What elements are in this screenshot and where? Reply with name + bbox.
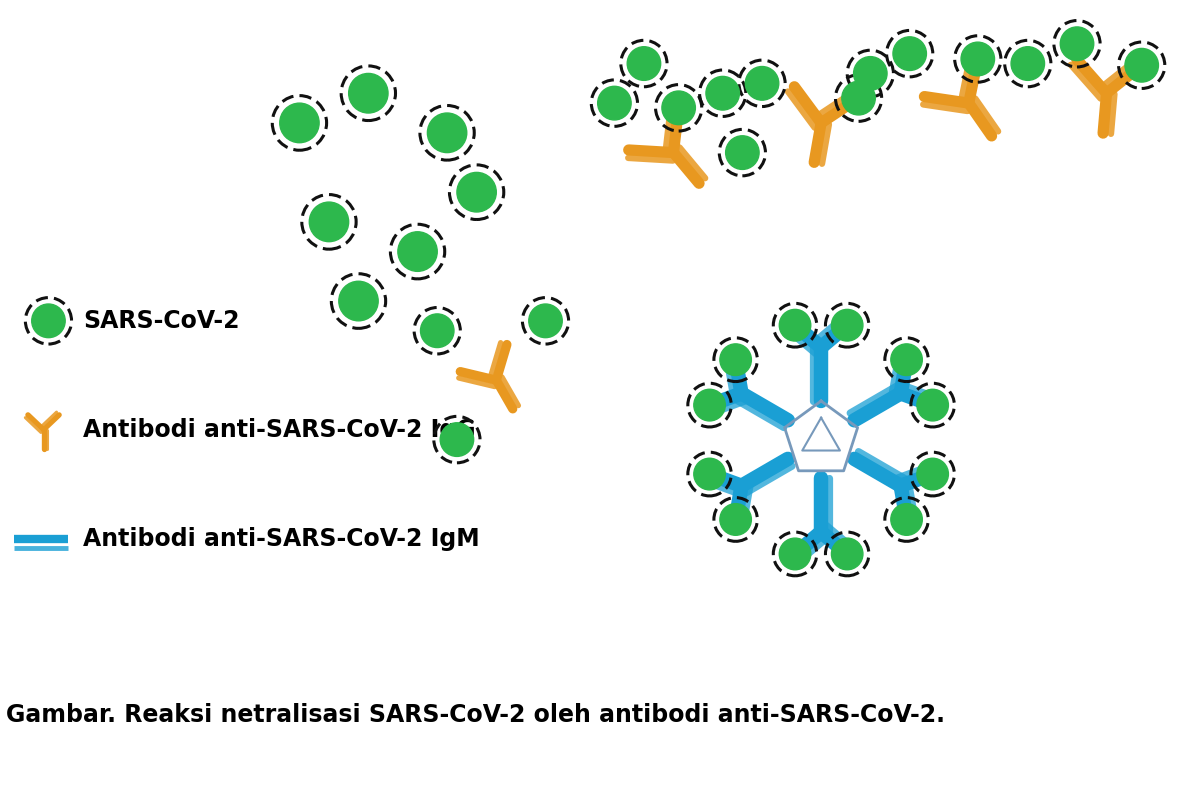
Circle shape [529,304,563,338]
Text: SARS-CoV-2: SARS-CoV-2 [83,309,240,333]
Circle shape [1124,49,1158,82]
Circle shape [440,422,474,457]
Text: Antibodi anti-SARS-CoV-2 IgG: Antibodi anti-SARS-CoV-2 IgG [83,418,475,442]
Circle shape [280,103,319,142]
Circle shape [457,172,497,212]
Circle shape [398,232,437,271]
Circle shape [779,538,811,570]
Circle shape [598,86,631,120]
Circle shape [706,77,739,110]
Circle shape [1061,27,1093,61]
Circle shape [720,504,751,535]
Circle shape [779,310,811,341]
Circle shape [853,57,887,90]
Circle shape [628,46,661,80]
Circle shape [842,82,875,115]
Circle shape [890,504,923,535]
Circle shape [662,91,695,125]
Circle shape [427,113,467,153]
Circle shape [832,310,863,341]
Circle shape [310,202,349,242]
Circle shape [338,282,378,321]
Circle shape [694,458,725,490]
Circle shape [917,390,948,421]
Circle shape [745,66,779,100]
Circle shape [420,314,454,347]
Circle shape [893,37,926,70]
Circle shape [917,458,948,490]
Circle shape [726,136,760,170]
Circle shape [832,538,863,570]
Circle shape [1012,46,1044,80]
Circle shape [694,390,725,421]
Circle shape [31,304,65,338]
Text: Antibodi anti-SARS-CoV-2 IgM: Antibodi anti-SARS-CoV-2 IgM [83,526,480,550]
Text: Gambar. Reaksi netralisasi SARS-CoV-2 oleh antibodi anti-SARS-CoV-2.: Gambar. Reaksi netralisasi SARS-CoV-2 ol… [6,702,946,726]
Circle shape [961,42,995,76]
Circle shape [890,344,923,375]
Circle shape [349,74,388,113]
Circle shape [720,344,751,375]
